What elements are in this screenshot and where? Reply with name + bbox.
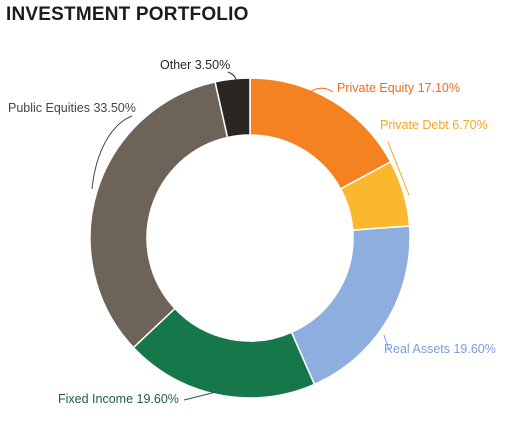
leader-line xyxy=(227,71,238,87)
slice-real-assets xyxy=(290,225,411,386)
leader-lines xyxy=(91,71,410,401)
slice-label: Private Debt 6.70% xyxy=(380,118,488,132)
donut-slices xyxy=(89,77,411,399)
slice-label: Other 3.50% xyxy=(160,58,230,72)
slice-labels: Private Equity 17.10% Private Debt 6.70% R… xyxy=(8,58,496,406)
slice-public-equities xyxy=(89,80,229,349)
leader-line xyxy=(383,334,390,351)
slice-label: Private Equity 17.10% xyxy=(337,81,460,95)
leader-line xyxy=(91,115,133,190)
slice-label: Public Equities 33.50% xyxy=(8,101,136,115)
slice-label: Fixed Income 19.60% xyxy=(58,392,179,406)
slice-label: Real Assets 19.60% xyxy=(384,342,496,356)
leader-line xyxy=(309,87,334,93)
leader-line xyxy=(183,391,217,401)
slice-other xyxy=(214,77,251,139)
chart-title: INVESTMENT PORTFOLIO xyxy=(6,4,249,25)
leader-line xyxy=(387,141,410,196)
